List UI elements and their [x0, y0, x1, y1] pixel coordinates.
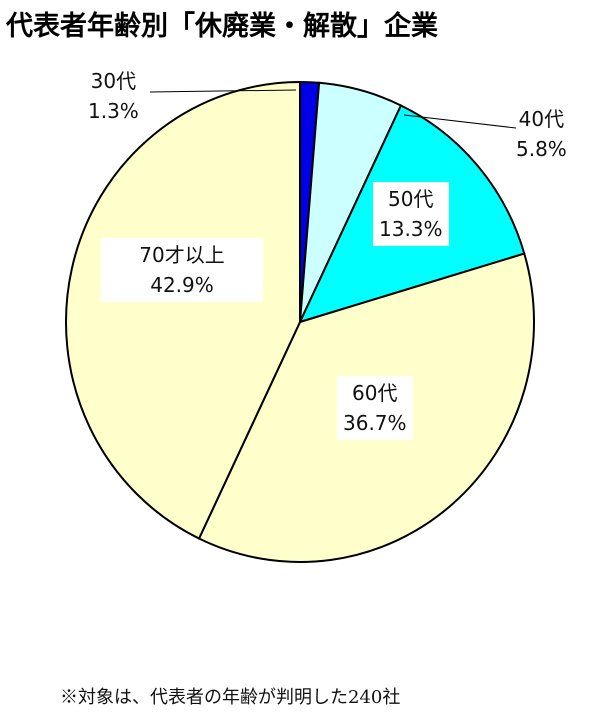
footnote: ※対象は、代表者の年齢が判明した240社 [60, 687, 401, 708]
slice-label: 70才以上 [139, 243, 225, 267]
pie-slice-4 [65, 80, 301, 540]
slice-label: 30代 [90, 69, 137, 93]
slice-value: 42.9% [150, 273, 214, 297]
slice-value: 5.8% [516, 137, 567, 161]
label-30s: 30代 1.3% [88, 66, 139, 126]
label-70-plus: 70才以上 42.9% [101, 238, 263, 302]
slice-value: 36.7% [343, 411, 407, 435]
slice-label: 50代 [388, 187, 434, 211]
slice-value: 13.3% [379, 217, 443, 241]
leader-line-1 [403, 114, 517, 129]
label-60s: 60代 36.7% [337, 376, 413, 440]
label-50s: 50代 13.3% [373, 182, 449, 246]
slice-label: 60代 [352, 381, 398, 405]
slice-label: 40代 [518, 107, 565, 131]
slice-value: 1.3% [88, 99, 139, 123]
label-40s: 40代 5.8% [516, 104, 567, 164]
chart-title: 代表者年齢別「休廃業・解散」企業 [6, 11, 438, 42]
leader-line-0 [149, 89, 297, 93]
